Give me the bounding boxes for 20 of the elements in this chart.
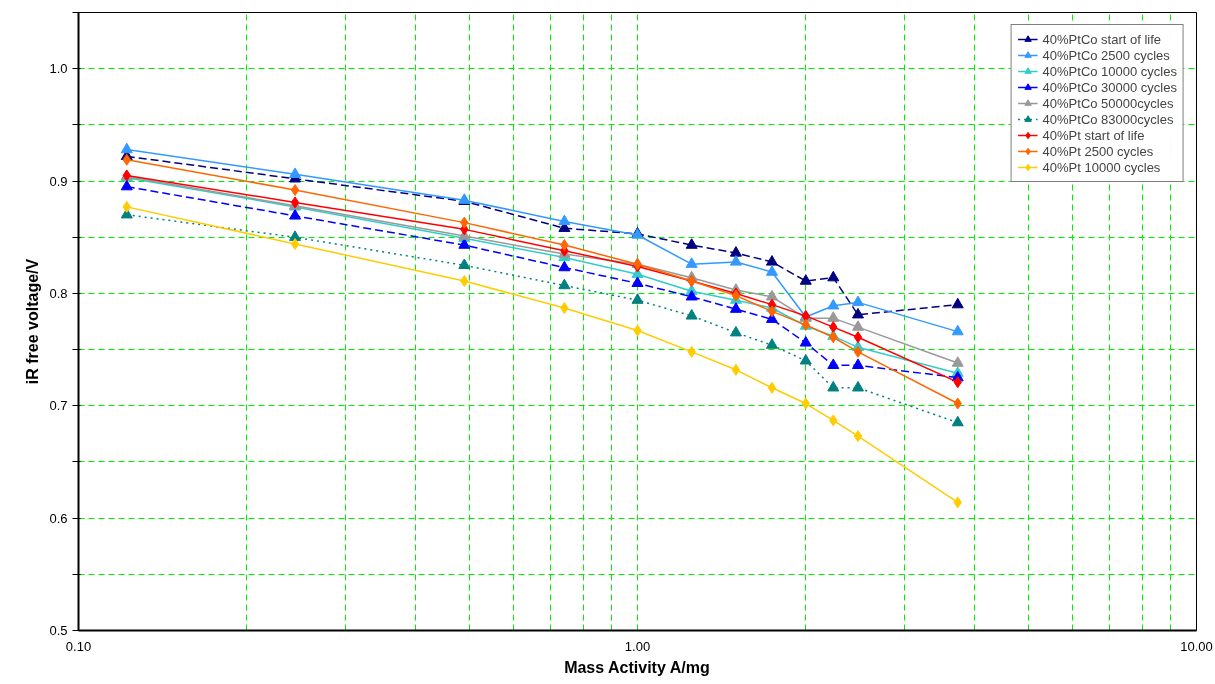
x-tick-label: 10.00 — [1180, 638, 1213, 654]
legend-label: 40%PtCo 50000cycles — [1042, 95, 1174, 111]
legend-label: 40%Pt start of life — [1042, 127, 1145, 143]
legend-label: 40%PtCo 30000 cycles — [1042, 79, 1177, 95]
x-tick-label: 1.00 — [624, 638, 651, 654]
y-tick-label: 0.9 — [49, 173, 68, 189]
legend-label: 40%PtCo start of life — [1042, 31, 1162, 47]
x-axis-title: Mass Activity A/mg — [564, 658, 710, 676]
legend-label: 40%PtCo 10000 cycles — [1042, 63, 1177, 79]
y-tick-label: 0.5 — [49, 623, 68, 638]
legend-label: 40%PtCo 2500 cycles — [1042, 47, 1170, 63]
x-tick-label: 0.10 — [65, 638, 92, 654]
y-tick-label: 1.0 — [49, 61, 68, 77]
y-axis-title: iR free voltage/V — [24, 258, 42, 385]
legend-label: 40%PtCo 83000cycles — [1042, 111, 1174, 127]
legend-label: 40%Pt 2500 cycles — [1042, 143, 1154, 159]
y-tick-label: 0.8 — [49, 285, 68, 301]
y-tick-label: 0.6 — [49, 510, 68, 526]
legend-label: 40%Pt 10000 cycles — [1042, 159, 1161, 175]
y-tick-label: 0.7 — [49, 398, 68, 414]
